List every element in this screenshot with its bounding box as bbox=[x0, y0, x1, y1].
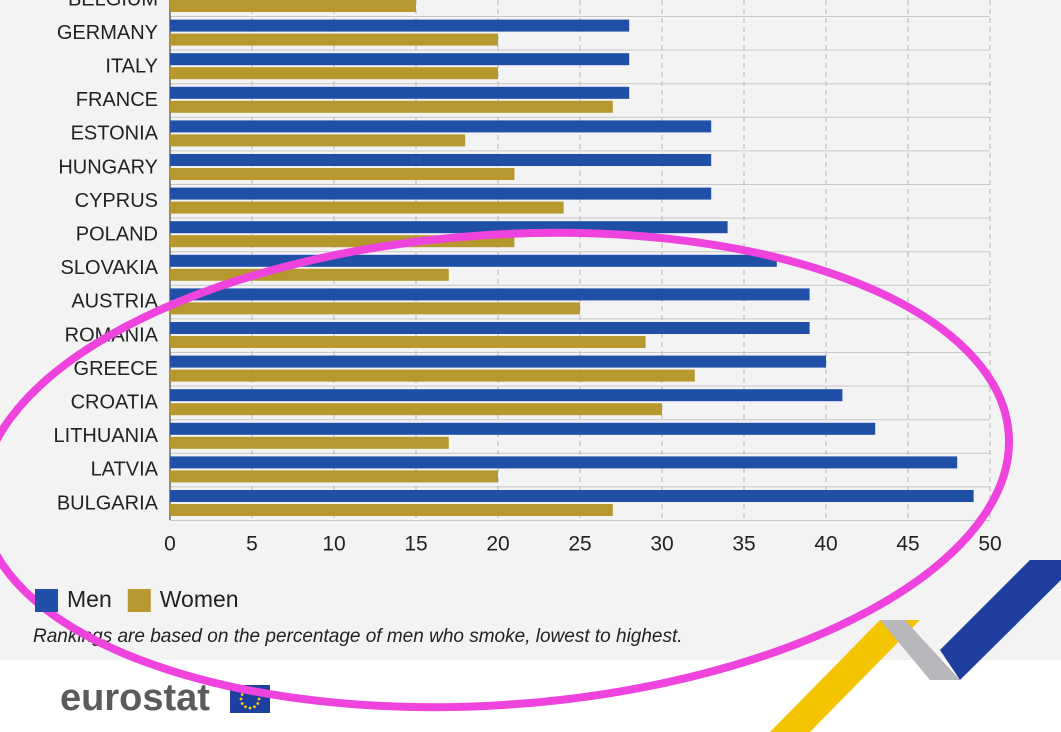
star bbox=[244, 705, 247, 709]
y-tick-label: FRANCE bbox=[76, 89, 158, 111]
bar bbox=[170, 436, 449, 449]
logo: eurostat bbox=[60, 677, 210, 719]
bar bbox=[170, 254, 777, 267]
bar bbox=[170, 67, 498, 80]
bar bbox=[170, 355, 826, 368]
note: Rankings are based on the percentage of … bbox=[33, 626, 683, 647]
plot: 0 5 10 15 20 25 30 35 40 45 50 BELGIUM GERMANY ITALY F… bbox=[54, 0, 1002, 556]
bar bbox=[170, 504, 613, 516]
y-tick-label: CROATIA bbox=[71, 391, 159, 413]
bar bbox=[170, 19, 630, 32]
x-tick-label: 50 bbox=[978, 533, 1001, 556]
y-tick-label: LITHUANIA bbox=[54, 425, 159, 447]
legend-swatch bbox=[35, 589, 58, 612]
y-tick-label: HUNGARY bbox=[58, 156, 158, 178]
bar bbox=[170, 369, 695, 382]
y-tick-label: LATVIA bbox=[91, 459, 159, 481]
bar bbox=[170, 221, 728, 234]
bar bbox=[170, 456, 958, 469]
bar bbox=[170, 100, 613, 113]
x-tick-label: 35 bbox=[732, 533, 755, 556]
bar bbox=[170, 168, 515, 180]
y-tick-label: BELGIUM bbox=[68, 0, 158, 10]
bar bbox=[170, 322, 810, 334]
y-tick-label: ITALY bbox=[105, 55, 158, 77]
bar bbox=[170, 0, 416, 12]
bar bbox=[170, 86, 630, 99]
star bbox=[257, 697, 261, 701]
bar bbox=[170, 302, 580, 315]
bar bbox=[170, 422, 876, 435]
decoration bbox=[770, 560, 1061, 732]
x-tick-label: 40 bbox=[814, 533, 837, 556]
y-tick-label: CYPRUS bbox=[75, 190, 158, 212]
star bbox=[248, 706, 252, 710]
bar bbox=[170, 201, 564, 214]
bar bbox=[170, 288, 810, 301]
x-tick-label: 10 bbox=[322, 533, 345, 556]
x-tick-label: 45 bbox=[896, 533, 919, 556]
x-tick-label: 20 bbox=[486, 533, 509, 556]
bar bbox=[170, 120, 712, 133]
x-tick-label: 30 bbox=[650, 533, 673, 556]
bar bbox=[170, 268, 449, 281]
bar bbox=[170, 187, 712, 200]
bar bbox=[170, 470, 498, 483]
bar bbox=[170, 403, 662, 416]
star bbox=[239, 697, 243, 701]
y-tick-label: POLAND bbox=[76, 223, 158, 245]
bar bbox=[170, 53, 630, 66]
bar bbox=[170, 134, 466, 147]
x-tick-label: 0 bbox=[164, 533, 176, 556]
star bbox=[240, 693, 244, 696]
star bbox=[253, 705, 256, 709]
y-tick-label: GREECE bbox=[74, 358, 158, 380]
x-tick-label: 5 bbox=[246, 533, 258, 556]
y-tick-label: GERMANY bbox=[57, 22, 158, 44]
bar bbox=[170, 154, 712, 166]
y-tick-label: SLOVAKIA bbox=[61, 257, 159, 279]
bar bbox=[170, 389, 843, 402]
star bbox=[256, 702, 260, 705]
bar bbox=[170, 33, 498, 46]
y-tick-label: ESTONIA bbox=[71, 123, 159, 145]
x-tick-label: 25 bbox=[568, 533, 591, 556]
legend-label: Men bbox=[67, 586, 112, 612]
x-tick-label: 15 bbox=[404, 533, 427, 556]
bar bbox=[170, 336, 646, 348]
y-tick-label: AUSTRIA bbox=[71, 291, 158, 313]
star bbox=[240, 702, 244, 705]
bar bbox=[170, 490, 974, 502]
highlight-ellipse bbox=[0, 228, 1014, 712]
y-tick-label: BULGARIA bbox=[57, 492, 159, 514]
legend-label: Women bbox=[160, 586, 239, 612]
legend-swatch bbox=[127, 589, 151, 612]
